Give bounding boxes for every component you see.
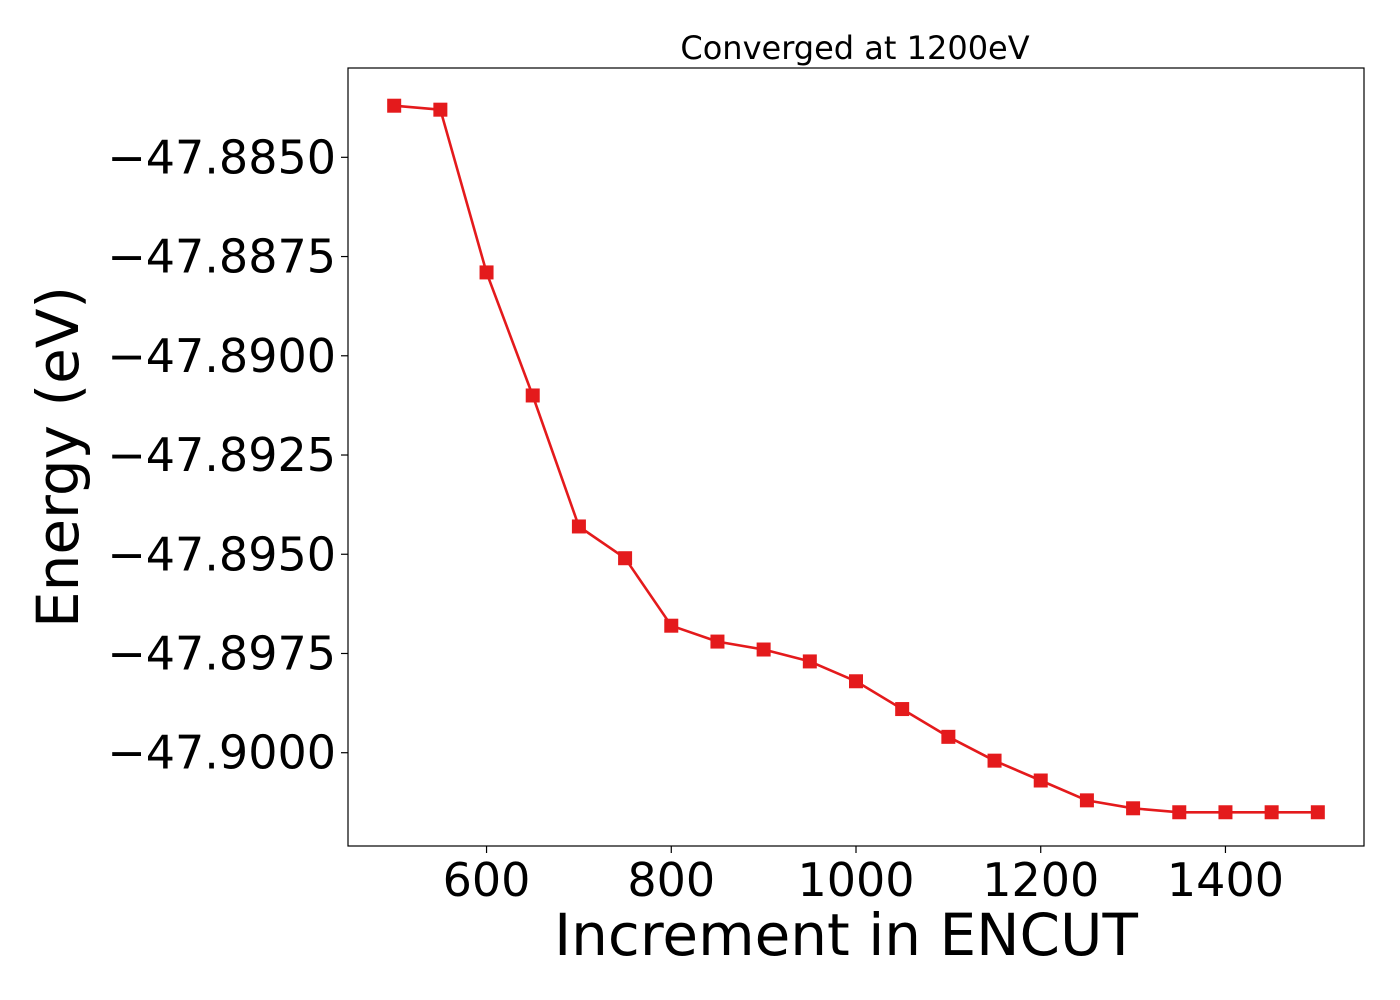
data-point-marker [1172, 805, 1187, 820]
series-layer [387, 98, 1325, 820]
y-tick-label: −47.9000 [107, 726, 336, 780]
data-point-marker [525, 388, 540, 403]
data-point-marker [664, 618, 679, 633]
y-tick-label: −47.8875 [107, 230, 336, 284]
data-point-marker [987, 753, 1002, 768]
y-tick-label: −47.8900 [107, 329, 336, 383]
data-point-marker [1033, 773, 1048, 788]
data-point-marker [710, 634, 725, 649]
data-point-marker [849, 674, 863, 689]
data-point-marker [895, 702, 910, 717]
y-axis-ticks: −47.8850 −47.8875 −47.8900 −47.8925 −47.8950… [107, 130, 348, 780]
x-tick-label: 1400 [1167, 853, 1284, 907]
x-axis-ticks: 600 800 1000 1200 1400 [443, 846, 1284, 907]
data-point-marker [387, 98, 402, 113]
y-tick-label: −47.8925 [107, 428, 336, 482]
chart-title: Converged at 1200eV [680, 29, 1029, 67]
data-point-marker [1218, 805, 1233, 820]
y-axis-title: Energy (eV) [24, 286, 92, 628]
y-tick-label: −47.8975 [107, 626, 336, 680]
data-point-marker [1310, 805, 1325, 820]
data-point-marker [433, 102, 448, 117]
data-point-marker [571, 519, 586, 534]
x-axis-title: Increment in ENCUT [554, 901, 1138, 969]
x-tick-label: 600 [443, 853, 531, 907]
data-point-marker [756, 642, 771, 657]
data-point-marker [1126, 801, 1141, 816]
data-point-marker [941, 729, 956, 744]
data-point-marker [618, 551, 633, 566]
x-tick-label: 800 [627, 853, 715, 907]
plot-area [347, 67, 1365, 847]
y-tick-label: −47.8850 [107, 130, 336, 184]
x-tick-label: 1200 [982, 853, 1099, 907]
data-point-marker [802, 654, 817, 669]
data-point-marker [1079, 793, 1094, 808]
data-point-marker [479, 265, 494, 280]
x-tick-label: 1000 [797, 853, 914, 907]
y-tick-label: −47.8950 [107, 527, 336, 581]
data-point-marker [1264, 805, 1279, 820]
